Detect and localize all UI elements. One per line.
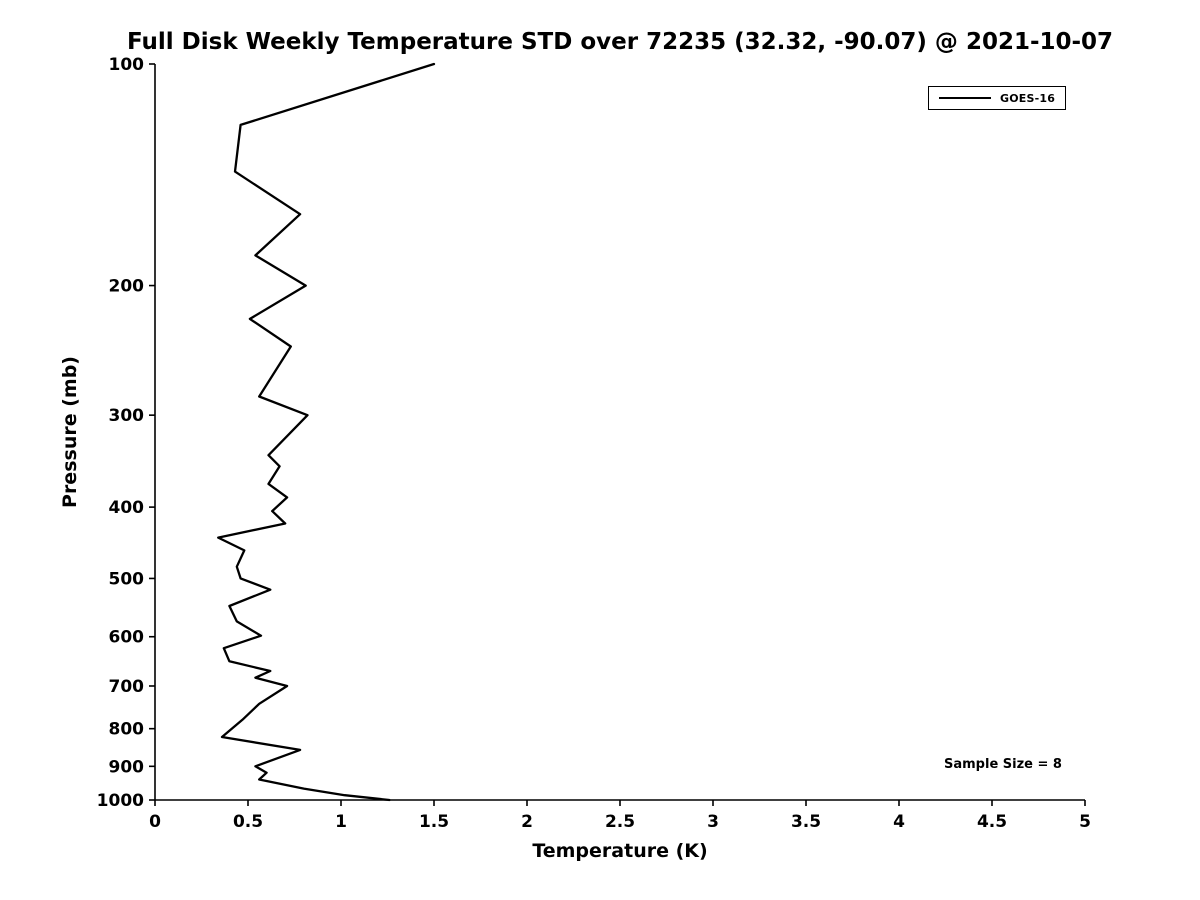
- y-tick-label: 300: [109, 406, 145, 426]
- x-tick-label: 1: [335, 812, 347, 832]
- y-tick-label: 700: [109, 677, 145, 697]
- y-tick-label: 900: [109, 757, 145, 777]
- x-tick-label: 2.5: [605, 812, 635, 832]
- y-tick-label: 500: [109, 569, 145, 589]
- legend-label-goes16: GOES-16: [1000, 91, 1056, 105]
- chart-title: Full Disk Weekly Temperature STD over 72…: [126, 29, 1114, 55]
- y-tick-label: 1000: [97, 791, 144, 811]
- sample-size-annotation: Sample Size = 8: [944, 757, 1062, 772]
- y-tick-label: 600: [109, 628, 145, 648]
- x-tick-label: 0: [149, 812, 161, 832]
- x-tick-label: 3: [707, 812, 719, 832]
- x-tick-label: 4: [893, 812, 905, 832]
- x-tick-label: 1.5: [419, 812, 449, 832]
- x-tick-label: 4.5: [977, 812, 1007, 832]
- legend-line-sample: [939, 97, 991, 99]
- x-tick-label: 3.5: [791, 812, 821, 832]
- y-tick-label: 800: [109, 720, 145, 740]
- x-tick-label: 2: [521, 812, 533, 832]
- y-tick-label: 400: [109, 498, 145, 518]
- x-axis-label: Temperature (K): [532, 840, 708, 862]
- legend: GOES-16: [928, 86, 1067, 110]
- data-line-goes-16: [217, 62, 436, 802]
- x-tick-label: 0.5: [233, 812, 263, 832]
- y-tick-label: 100: [109, 55, 145, 75]
- y-tick-label: 200: [109, 277, 145, 297]
- x-tick-label: 5: [1079, 812, 1091, 832]
